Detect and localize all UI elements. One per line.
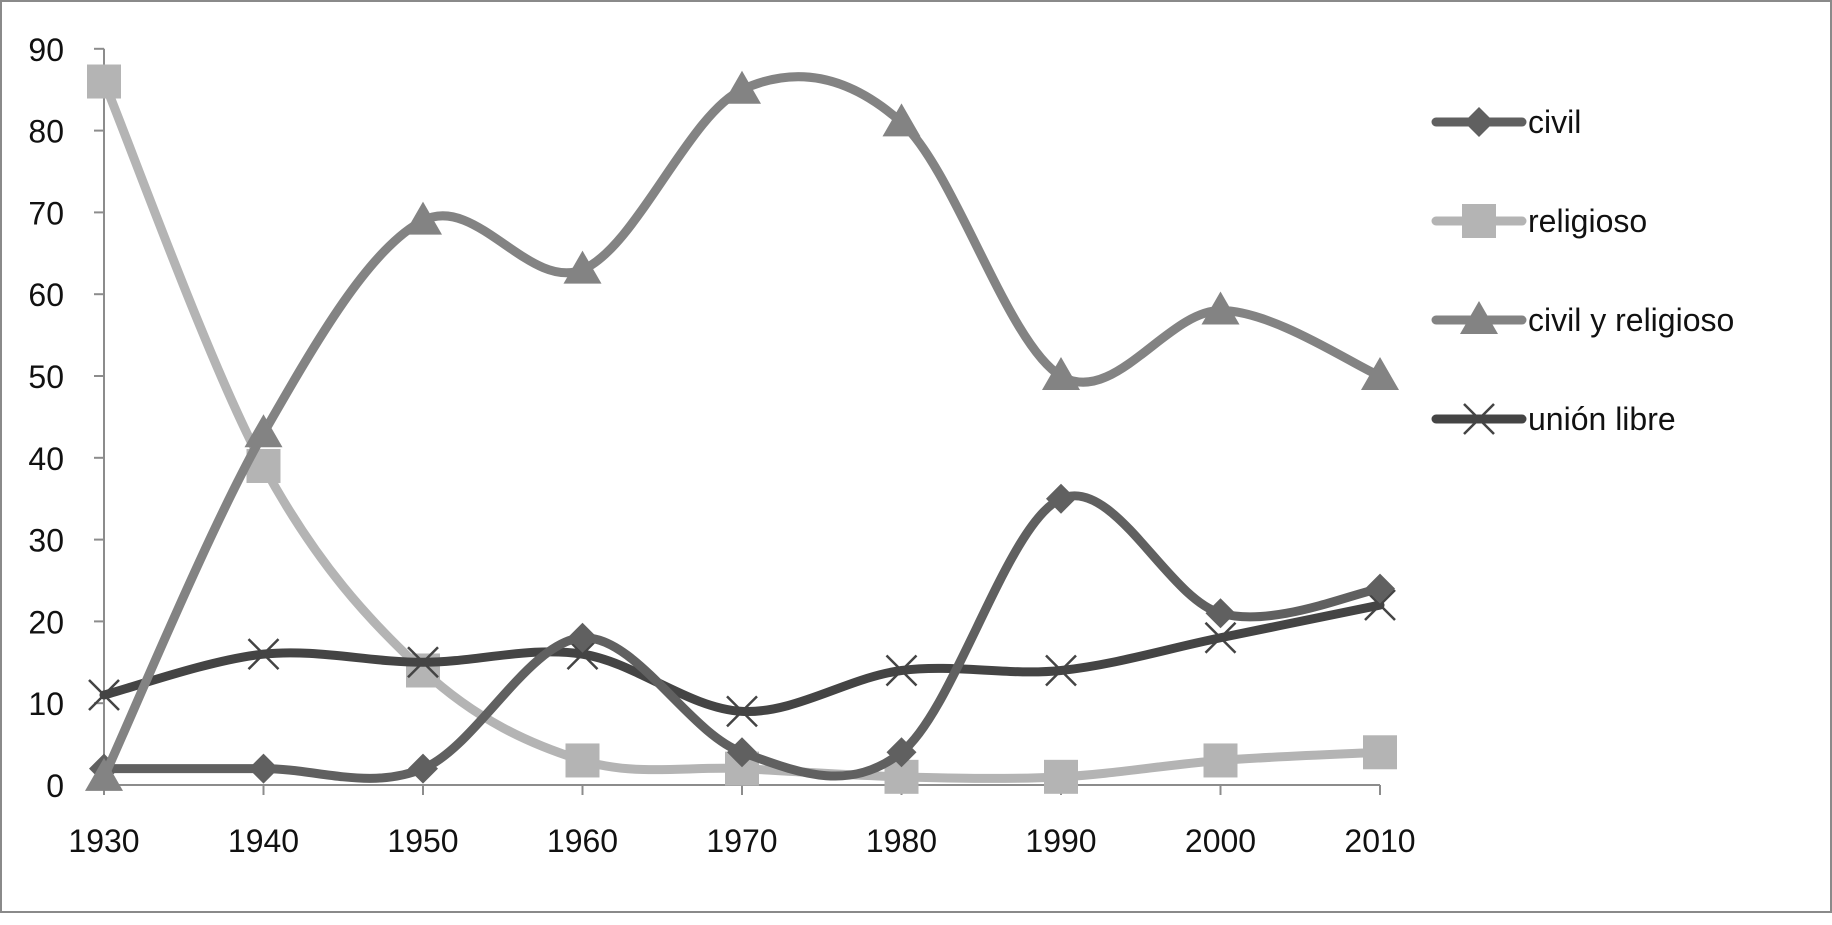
data-point-religioso bbox=[1363, 735, 1397, 770]
x-tick-label: 1980 bbox=[866, 823, 937, 859]
y-tick-label: 60 bbox=[28, 277, 64, 313]
data-point-civil-y-religioso bbox=[85, 757, 123, 791]
data-point-civil bbox=[567, 622, 598, 653]
legend-item: civil y religioso bbox=[1431, 301, 1734, 338]
data-point-union-libre bbox=[407, 646, 439, 679]
data-point-civil-y-religioso bbox=[723, 70, 761, 104]
data-point-religioso bbox=[1203, 743, 1238, 778]
data-point-union-libre bbox=[726, 695, 758, 728]
data-point-union-libre bbox=[885, 654, 918, 687]
x-tick-label: 1990 bbox=[1025, 823, 1096, 859]
x-tick-label: 1950 bbox=[387, 823, 458, 859]
y-tick-label: 0 bbox=[46, 768, 64, 804]
data-point-civil bbox=[727, 737, 757, 768]
data-point-religioso bbox=[87, 64, 121, 99]
data-point-civil-y-religioso bbox=[244, 414, 283, 448]
legend-item: civil bbox=[1431, 104, 1581, 140]
axes: 0 10 20 30 40 50 60 70 80 90 1930 1940 1950 1960 1970 1… bbox=[28, 32, 1415, 859]
data-point-union-libre bbox=[88, 679, 120, 711]
legend: civil religioso civil y religioso unión lib… bbox=[1431, 104, 1734, 437]
data-point-civil bbox=[248, 753, 279, 784]
x-tick-label: 1940 bbox=[228, 823, 299, 859]
x-tick-label: 2010 bbox=[1344, 823, 1415, 859]
x-tick-label: 1960 bbox=[547, 823, 618, 859]
series-union-libre bbox=[88, 589, 1396, 728]
legend-item: religioso bbox=[1431, 203, 1647, 239]
legend-item: unión libre bbox=[1431, 401, 1676, 437]
y-tick-label: 80 bbox=[28, 114, 64, 150]
series-line-civil bbox=[99, 491, 1385, 783]
y-tick-label: 90 bbox=[28, 32, 64, 68]
data-point-religioso bbox=[565, 743, 600, 778]
data-point-civil-y-religioso bbox=[1361, 357, 1399, 390]
legend-marker bbox=[1464, 107, 1494, 137]
y-tick-label: 10 bbox=[28, 686, 64, 722]
y-tick-label: 40 bbox=[28, 441, 64, 477]
data-point-civil bbox=[1046, 483, 1076, 514]
data-point-union-libre bbox=[1204, 621, 1237, 654]
data-point-civil-y-religioso bbox=[882, 103, 921, 137]
legend-label: unión libre bbox=[1528, 401, 1676, 437]
data-point-civil-y-religioso bbox=[563, 250, 602, 284]
legend-marker bbox=[1460, 301, 1498, 334]
legend-label: civil y religioso bbox=[1528, 302, 1734, 338]
x-tick-label: 1970 bbox=[706, 823, 777, 859]
series-civil-y-religioso bbox=[85, 70, 1399, 791]
legend-label: religioso bbox=[1528, 203, 1647, 239]
y-tick-label: 50 bbox=[28, 359, 64, 395]
data-point-union-libre bbox=[1045, 654, 1077, 687]
legend-marker bbox=[1463, 403, 1495, 435]
series-line-civil-y-religioso bbox=[99, 72, 1385, 782]
data-point-union-libre bbox=[247, 638, 280, 671]
y-tick-label: 70 bbox=[28, 195, 64, 231]
y-tick-label: 30 bbox=[28, 523, 64, 559]
data-point-civil-y-religioso bbox=[1201, 291, 1240, 325]
y-tick-label: 20 bbox=[28, 604, 64, 640]
series-civil bbox=[89, 483, 1395, 784]
series-religioso bbox=[87, 64, 1397, 794]
legend-label: civil bbox=[1528, 104, 1581, 140]
x-tick-label: 1930 bbox=[68, 823, 139, 859]
x-tick-label: 2000 bbox=[1185, 823, 1256, 859]
data-point-civil bbox=[1365, 573, 1395, 604]
data-point-civil bbox=[408, 753, 438, 784]
series-layer bbox=[85, 64, 1399, 794]
data-point-civil bbox=[1205, 598, 1236, 629]
data-point-civil bbox=[886, 737, 917, 768]
legend-marker bbox=[1462, 204, 1496, 238]
data-point-civil-y-religioso bbox=[1042, 357, 1080, 390]
data-point-religioso bbox=[1044, 759, 1078, 794]
data-point-civil-y-religioso bbox=[404, 201, 442, 235]
